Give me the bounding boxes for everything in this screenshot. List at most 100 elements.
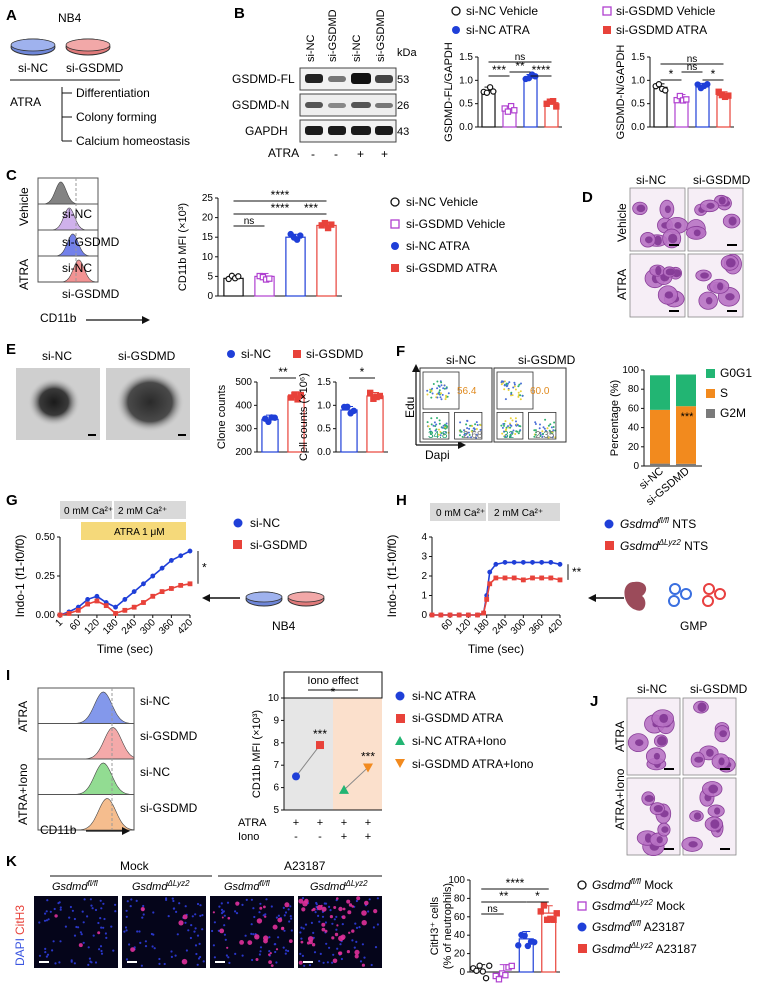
data-point <box>57 612 63 618</box>
event-dot <box>500 381 503 384</box>
atra-sign: + <box>317 817 323 829</box>
dapi-dot <box>374 946 378 949</box>
cith3-dot <box>361 920 367 926</box>
event-dot <box>466 436 469 439</box>
dapi-dot <box>75 925 78 929</box>
dapi-dot <box>319 952 322 956</box>
nucleus <box>653 752 661 760</box>
x-tick-label: 300 <box>509 617 529 637</box>
band-label-1: GSDMD-FL <box>232 72 295 86</box>
y-axis-label: Percentage (%) <box>609 380 621 456</box>
dapi-dot <box>354 922 357 925</box>
dapi-dot <box>92 934 95 937</box>
side-label-atra: ATRA <box>17 259 31 290</box>
dapi-dot <box>250 932 253 936</box>
legend-c-3: si-NC ATRA <box>406 239 470 253</box>
nucleus <box>644 795 654 803</box>
event-dot <box>445 426 448 429</box>
gate-f2-g2m: 2.35 <box>535 430 555 441</box>
sig-label: *** <box>361 749 375 763</box>
y-tick-label: 20 <box>628 442 640 453</box>
event-dot <box>503 380 506 383</box>
event-dot <box>445 387 448 390</box>
event-dot <box>510 424 513 427</box>
data-point <box>266 275 273 282</box>
dapi-dot <box>138 930 141 933</box>
dapi-dot <box>73 917 76 921</box>
cith3-dot <box>140 907 145 912</box>
data-point <box>493 561 499 567</box>
dapi-dot <box>100 949 103 953</box>
event-dot <box>431 392 434 395</box>
legend-i-1: si-NC ATRA <box>412 689 476 703</box>
col-k-2: GsdmdΔLyz2 <box>132 879 190 893</box>
data-point <box>159 565 165 571</box>
nucleus <box>655 265 662 276</box>
legend-marker-k-2 <box>577 901 587 911</box>
event-dot <box>444 426 447 429</box>
dapi-dot <box>325 942 328 945</box>
event-dot <box>500 424 503 427</box>
data-point <box>293 236 301 243</box>
dapi-dot <box>370 963 373 967</box>
event-dot <box>501 432 504 435</box>
event-dot <box>469 424 472 427</box>
nucleus <box>661 826 669 833</box>
event-dot <box>502 423 505 425</box>
bar-2mm-g <box>114 501 186 519</box>
col-label-d-1: si-NC <box>636 173 666 187</box>
data-point <box>376 392 384 400</box>
event-dot <box>551 436 554 439</box>
atra-sign: + <box>293 817 299 829</box>
cith3-dot <box>227 916 231 920</box>
dapi-dot <box>45 910 48 913</box>
data-point <box>429 612 435 618</box>
dapi-dot <box>322 961 325 964</box>
data-point <box>548 575 554 581</box>
y-tick-label: 0.0 <box>459 122 473 133</box>
data-point <box>521 932 528 939</box>
event-dot <box>474 423 477 426</box>
legend-b-2: si-GSDMD Vehicle <box>616 4 716 18</box>
legend-b-1: si-NC Vehicle <box>466 4 538 18</box>
cith3-dot <box>342 907 346 911</box>
dapi-dot <box>99 945 103 948</box>
dapi-dot <box>275 961 278 964</box>
dapi-dot <box>235 912 239 915</box>
data-point <box>530 559 535 565</box>
event-dot <box>510 432 513 434</box>
event-dot <box>479 428 482 431</box>
col-label-f-1: si-NC <box>446 353 476 367</box>
gate-f1-s: 56.4 <box>457 386 477 397</box>
data-point <box>715 88 722 95</box>
data-point <box>483 89 491 96</box>
panel-label-e: E <box>6 341 16 358</box>
dapi-dot <box>299 931 302 934</box>
y-tick-label: 20 <box>454 949 466 960</box>
bar <box>695 86 710 128</box>
event-dot <box>551 431 554 434</box>
dapi-dot <box>245 898 248 902</box>
cith3-dot <box>256 918 263 924</box>
gate-g2m <box>528 411 557 440</box>
atra-sign-2: - <box>334 147 338 161</box>
dapi-dot <box>45 955 49 958</box>
event-dot <box>438 419 441 422</box>
y-tick-label: 80 <box>628 384 640 395</box>
event-dot <box>553 421 556 424</box>
nucleus <box>635 739 644 747</box>
event-dot <box>512 386 515 389</box>
legend-f-1: G0G1 <box>720 366 752 380</box>
dapi-dot <box>301 954 304 958</box>
dapi-dot <box>81 910 84 913</box>
legend-marker-b-2 <box>602 6 612 16</box>
dapi-dot <box>287 908 290 911</box>
cith3-dot <box>247 940 253 945</box>
y-tick-label: 1.5 <box>631 52 645 63</box>
bar-label-atra-g: ATRA 1 μM <box>114 527 165 538</box>
event-dot <box>441 393 444 396</box>
event-dot <box>503 388 506 391</box>
data-point <box>662 87 669 94</box>
data-point <box>187 548 193 554</box>
data-point <box>324 224 332 232</box>
